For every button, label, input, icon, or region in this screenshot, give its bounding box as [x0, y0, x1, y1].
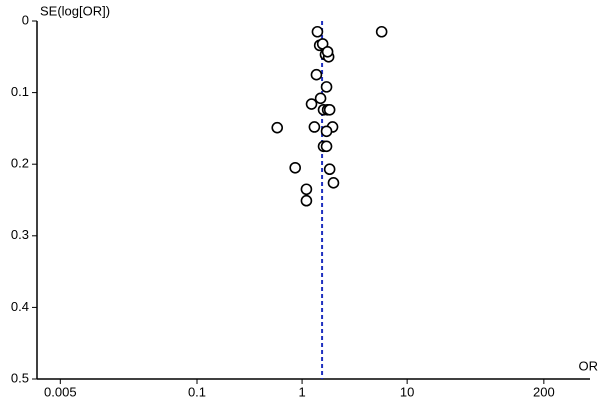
y-axis-label: SE(log[OR])	[40, 3, 110, 18]
point	[320, 125, 333, 138]
point	[321, 45, 334, 58]
point	[305, 98, 318, 110]
point	[271, 121, 284, 134]
x-tick-label: 200	[533, 384, 555, 399]
point	[300, 183, 313, 196]
point	[308, 121, 321, 133]
point	[327, 177, 340, 189]
point	[314, 92, 327, 105]
point	[375, 25, 388, 38]
x-axis-label: OR	[579, 358, 599, 373]
point	[311, 25, 324, 38]
y-tick-label: 0.5	[11, 370, 29, 385]
y-tick-label: 0.2	[11, 156, 29, 171]
x-tick-label: 0.005	[44, 384, 77, 399]
point	[323, 103, 336, 116]
y-tick-label: 0.4	[11, 299, 29, 314]
point	[320, 81, 333, 93]
y-tick-label: 0	[22, 12, 29, 27]
point	[289, 161, 301, 174]
point	[320, 140, 333, 153]
y-tick-label: 0.1	[11, 84, 29, 99]
point	[310, 68, 323, 81]
x-tick-label: 0.1	[188, 384, 206, 399]
point	[323, 163, 336, 176]
y-tick-label: 0.3	[11, 227, 29, 242]
x-tick-label: 10	[400, 384, 414, 399]
x-tick-label: 1	[298, 384, 305, 399]
point	[300, 194, 313, 207]
